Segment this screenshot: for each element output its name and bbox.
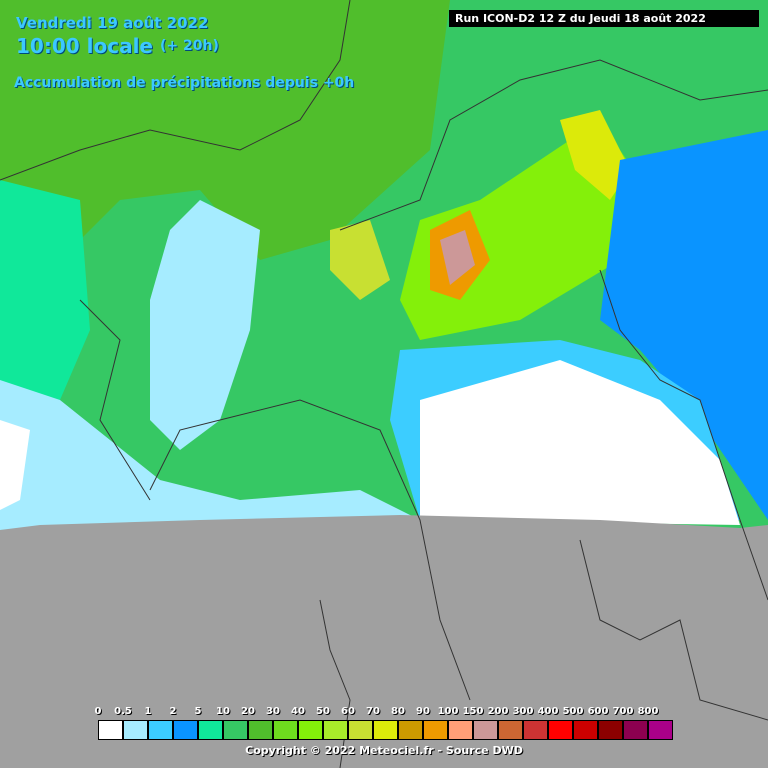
- legend-label: 700: [612, 706, 634, 717]
- legend-label: 500: [562, 706, 584, 717]
- legend-swatch: [173, 720, 198, 740]
- subtitle: Accumulation de précipitations depuis +0…: [14, 75, 355, 91]
- legend-swatch: [498, 720, 523, 740]
- legend-swatch: [148, 720, 173, 740]
- legend-label: 40: [291, 706, 305, 717]
- date: Vendredi 19 août 2022: [16, 14, 209, 32]
- precip-area: [0, 0, 450, 300]
- legend-swatch: [123, 720, 148, 740]
- legend-swatch: [98, 720, 123, 740]
- legend-label: 70: [366, 706, 380, 717]
- legend-label: 10: [216, 706, 230, 717]
- copyright: Copyright © 2022 Meteociel.fr - Source D…: [245, 744, 523, 757]
- precip-area: [330, 220, 390, 300]
- legend-label: 2: [169, 706, 177, 717]
- legend-label: 300: [512, 706, 534, 717]
- legend-swatch: [348, 720, 373, 740]
- legend-swatch: [223, 720, 248, 740]
- precip-area: [0, 180, 90, 420]
- legend-swatch: [373, 720, 398, 740]
- legend-label: 200: [487, 706, 509, 717]
- precip-area: [150, 200, 260, 450]
- legend-label: 80: [391, 706, 405, 717]
- legend-swatch: [648, 720, 673, 740]
- legend-label: 0.5: [114, 706, 132, 717]
- legend-label: 600: [587, 706, 609, 717]
- precip-area: [420, 360, 740, 525]
- legend-swatch: [623, 720, 648, 740]
- legend-swatch: [598, 720, 623, 740]
- legend-label: 90: [416, 706, 430, 717]
- precip-area: [600, 130, 768, 520]
- lead-time: (+ 20h): [160, 38, 219, 54]
- legend-label: 60: [341, 706, 355, 717]
- legend-swatch: [548, 720, 573, 740]
- legend-label: 1: [144, 706, 152, 717]
- legend-label: 5: [194, 706, 202, 717]
- legend-swatch: [423, 720, 448, 740]
- legend-swatch: [298, 720, 323, 740]
- legend-label: 50: [316, 706, 330, 717]
- legend-swatch: [523, 720, 548, 740]
- legend-label: 30: [266, 706, 280, 717]
- precip-area: [560, 110, 630, 200]
- out-of-domain: [0, 515, 768, 768]
- legend-swatch: [273, 720, 298, 740]
- precip-area: [0, 380, 420, 530]
- legend-label: 0: [94, 706, 102, 717]
- legend-swatch: [473, 720, 498, 740]
- precip-area: [0, 420, 30, 510]
- legend-label: 800: [637, 706, 659, 717]
- legend-label: 150: [462, 706, 484, 717]
- legend-label: 100: [437, 706, 459, 717]
- legend-swatch: [573, 720, 598, 740]
- run-label: Run ICON-D2 12 Z du Jeudi 18 août 2022: [449, 10, 759, 27]
- legend-swatch: [248, 720, 273, 740]
- precip-area: [440, 230, 475, 285]
- legend-swatch: [323, 720, 348, 740]
- legend-swatch: [448, 720, 473, 740]
- legend-label: 20: [241, 706, 255, 717]
- legend-swatch: [398, 720, 423, 740]
- legend-label: 400: [537, 706, 559, 717]
- legend-swatch: [198, 720, 223, 740]
- time: 10:00 locale: [16, 34, 153, 58]
